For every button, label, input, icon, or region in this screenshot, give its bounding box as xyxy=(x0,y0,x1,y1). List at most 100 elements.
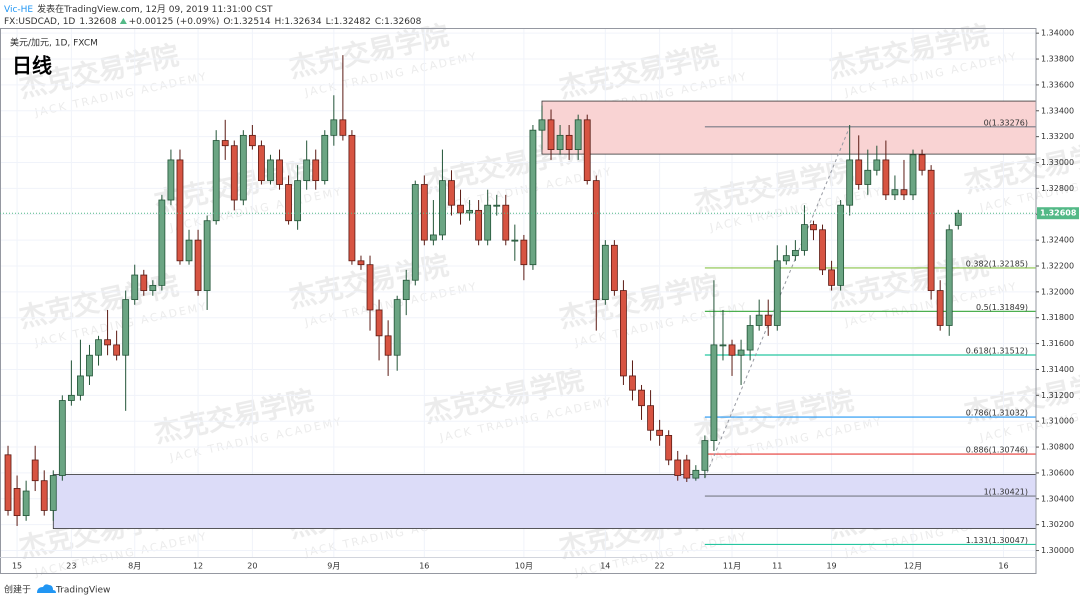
chart-title: 日线 xyxy=(12,54,52,78)
header-line-1: Vic-HE 发表在TradingView.com, 12月 09, 2019 1… xyxy=(4,3,273,15)
candle-body xyxy=(4,454,12,511)
candle-body xyxy=(810,224,817,231)
zone xyxy=(541,100,1037,155)
candle-body xyxy=(936,290,944,326)
x-tick-label: 11月 xyxy=(723,562,741,571)
footer-created: 创建于 xyxy=(4,584,31,596)
brand-logo xyxy=(37,584,56,593)
candle-body xyxy=(366,264,374,311)
candle-body xyxy=(891,189,899,196)
candle-body xyxy=(592,180,600,301)
fib-label: 1.131(1.30047) xyxy=(966,536,1028,545)
candle-body xyxy=(701,440,709,471)
candle-body xyxy=(547,119,555,150)
footer-brand[interactable]: TradingView xyxy=(55,586,110,596)
candle-body xyxy=(846,159,854,206)
x-tick-label: 10月 xyxy=(515,562,533,571)
y-tick-label: 1.31200 xyxy=(1041,391,1074,400)
y-tick-label: 1.31400 xyxy=(1041,365,1074,374)
y-tick-label: 1.33000 xyxy=(1041,158,1074,167)
fib-label: 1(1.30421) xyxy=(984,488,1028,497)
zone xyxy=(52,474,1037,529)
candle-body xyxy=(185,239,193,262)
candle-body xyxy=(167,159,175,201)
candle-body xyxy=(321,134,329,182)
candle-body xyxy=(710,344,718,441)
candles xyxy=(4,55,962,526)
zones xyxy=(52,100,1037,529)
y-tick-label: 1.32800 xyxy=(1041,184,1074,193)
y-tick-label: 1.31600 xyxy=(1041,339,1074,348)
axes: 1.30000 1.30200 1.30400 1.30600 1.30800 1.310… xyxy=(0,28,1079,574)
candle-body xyxy=(22,490,30,517)
plot-frame xyxy=(0,28,1037,574)
candle-body xyxy=(719,344,727,347)
candle-body xyxy=(439,180,446,236)
candle-body xyxy=(239,134,247,201)
candle-body xyxy=(674,459,682,476)
candle-body xyxy=(212,140,220,222)
candle-body xyxy=(140,274,148,291)
candle-body xyxy=(158,199,166,286)
candle-body xyxy=(402,279,410,301)
x-tick-label: 14 xyxy=(600,562,610,571)
candle-body xyxy=(945,229,953,326)
candle-body xyxy=(773,260,781,326)
candle-body xyxy=(601,244,609,301)
candle-body xyxy=(375,309,383,337)
fib-label: 0.886(1.30746) xyxy=(966,446,1028,455)
candle-body xyxy=(520,239,528,266)
candle-body xyxy=(574,119,582,150)
candle-body xyxy=(95,339,102,356)
candle-body xyxy=(502,204,510,241)
close-value: 1.32608 xyxy=(384,17,421,27)
y-tick-label: 1.33600 xyxy=(1041,80,1074,89)
candle-body xyxy=(583,119,591,182)
candle-body xyxy=(629,375,636,391)
fib-label: 0.618(1.31512) xyxy=(966,346,1028,355)
candle-body xyxy=(49,475,57,511)
x-tick-label: 22 xyxy=(655,562,665,571)
open-label: O: xyxy=(223,17,233,27)
candle-body xyxy=(819,229,826,271)
candle-body xyxy=(565,134,573,150)
candle-body xyxy=(692,469,700,479)
candle-body xyxy=(873,159,881,171)
candle-body xyxy=(683,459,691,479)
y-tick-label: 1.32400 xyxy=(1041,236,1074,245)
candle-body xyxy=(556,134,564,150)
candle-body xyxy=(855,159,863,185)
candle-body xyxy=(248,134,256,147)
symbol: FX:USDCAD, 1D xyxy=(4,17,75,27)
candle-body xyxy=(493,204,501,207)
candle-body xyxy=(113,344,121,356)
candle-body xyxy=(918,154,926,171)
y-tick-label: 1.32200 xyxy=(1041,261,1074,270)
candle-body xyxy=(86,354,93,377)
candle-body xyxy=(149,284,157,291)
x-tick-label: 16 xyxy=(419,562,429,571)
x-tick-label: 19 xyxy=(826,562,836,571)
candle-body xyxy=(77,375,84,396)
x-tick-label: 9月 xyxy=(327,562,340,571)
candle-body xyxy=(330,119,338,136)
last-price-tag xyxy=(1037,207,1079,220)
candle-body xyxy=(348,134,356,262)
candle-body xyxy=(647,405,654,431)
candle-body xyxy=(230,145,238,201)
author[interactable]: Vic-HE xyxy=(4,5,33,15)
candle-body xyxy=(312,159,320,182)
candle-body xyxy=(303,159,311,182)
candle-body xyxy=(194,239,202,291)
candle-body xyxy=(40,480,48,511)
change: +0.00125 (+0.09%) xyxy=(129,17,220,27)
high-label: H: xyxy=(275,17,285,27)
high-value: 1.32634 xyxy=(284,17,321,27)
fib-label: 0(1.33276) xyxy=(984,118,1028,127)
header-line-2: FX:USDCAD, 1D 1.32608 +0.00125 (+0.09%) O: 1… xyxy=(4,17,422,27)
candle-body xyxy=(954,212,962,226)
candle-body xyxy=(285,184,292,222)
candle-body xyxy=(837,204,845,286)
x-tick-label: 16 xyxy=(998,562,1008,571)
